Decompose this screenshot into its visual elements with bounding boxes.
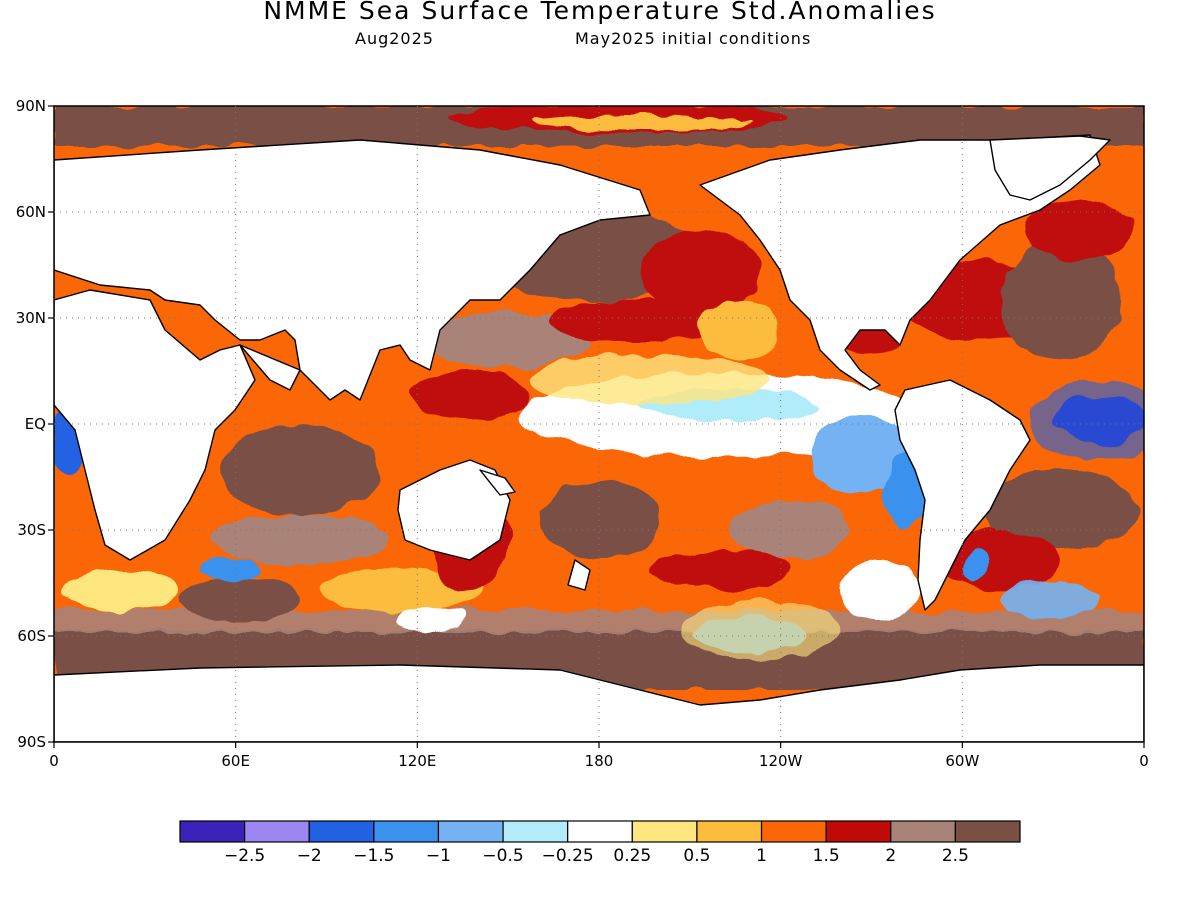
colorbar-label: −2.5 [224,846,265,866]
chart-title: NMME Sea Surface Temperature Std.Anomali… [263,0,937,25]
lat-tick-label: 60N [16,203,46,221]
longitude-axis: 0 60E 120E 180 120W 60W 0 [49,742,1149,770]
colorbar-swatch [696,820,763,843]
colorbar-label: 0.25 [613,846,651,866]
lon-tick-label: 120W [759,752,803,770]
lon-tick-label: 180 [585,752,614,770]
colorbar-label: −1 [426,846,451,866]
colorbar-swatch [567,820,633,843]
colorbar-swatch [179,820,246,843]
colorbar-swatch [373,820,440,843]
colorbar-swatch [825,820,892,843]
colorbar-swatch [760,820,827,843]
colorbar-label: −2 [297,846,322,866]
gridlines [54,106,1144,742]
lat-tick-label: EQ [25,415,46,433]
lon-tick-label: 0 [49,752,59,770]
colorbar-label: 1 [756,846,767,866]
colorbar-swatch [954,820,1021,843]
lon-tick-label: 120E [398,752,436,770]
colorbar-label: −1.5 [353,846,394,866]
lon-tick-label: 60W [945,752,979,770]
colorbar: −2.5 −2 −1.5 −1 −0.5 −0.25 0.25 0.5 1 1.5 2 2.5 [179,820,1021,866]
colorbar-swatch [631,820,698,843]
colorbar-swatch [244,820,310,843]
colorbar-label: −0.25 [542,846,594,866]
land-masses [54,134,1144,742]
lat-tick-label: 90N [16,97,46,115]
lat-tick-label: 30S [17,521,46,539]
colorbar-label: 2 [885,846,896,866]
latitude-axis: 90N 60N 30N EQ 30S 60S 90S [16,97,54,751]
lat-tick-label: 30N [16,309,46,327]
lon-tick-label: 60E [221,752,250,770]
colorbar-label: 0.5 [683,846,710,866]
lon-tick-label: 0 [1139,752,1149,770]
colorbar-label: 2.5 [942,846,969,866]
lat-tick-label: 60S [17,627,46,645]
anomaly-field [54,106,1144,742]
colorbar-swatch [437,820,504,843]
colorbar-swatch [890,820,956,843]
colorbar-swatch [308,820,375,843]
initial-conditions-label: May2025 initial conditions [575,29,812,48]
colorbar-swatch [502,820,569,843]
valid-month-label: Aug2025 [355,29,434,48]
colorbar-label: −0.5 [482,846,523,866]
colorbar-label: 1.5 [813,846,840,866]
lat-tick-label: 90S [17,733,46,751]
